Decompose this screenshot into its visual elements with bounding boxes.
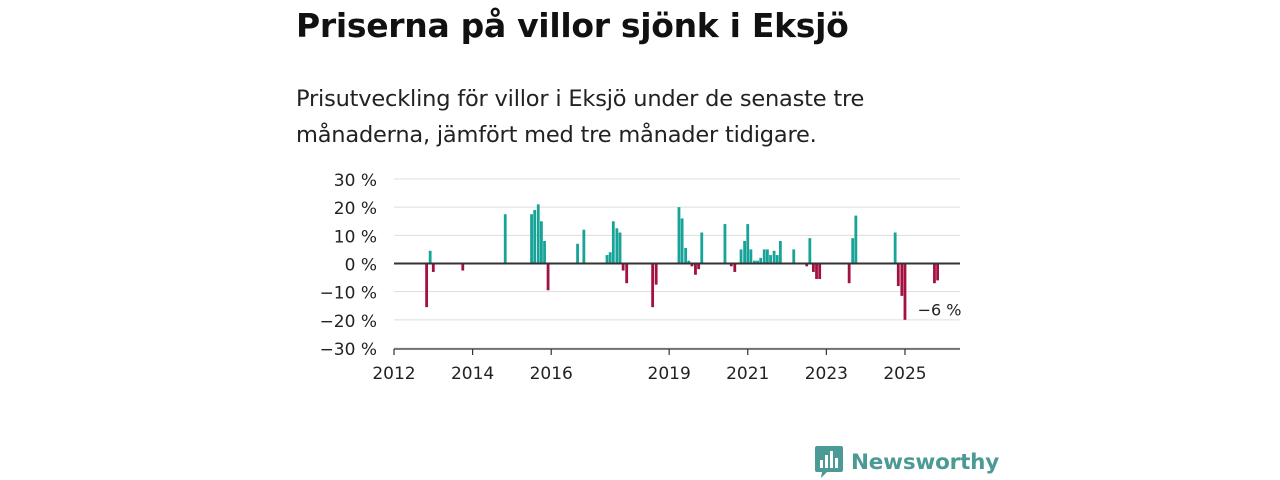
bar (543, 240, 546, 264)
bar (743, 240, 747, 264)
bar (690, 263, 694, 267)
bar (576, 243, 579, 264)
x-tick-label: 2023 (805, 364, 848, 384)
y-tick-label: 10 % (334, 227, 377, 247)
newsworthy-logo: Newsworthy (815, 446, 999, 478)
bar (582, 229, 586, 264)
bar (605, 255, 609, 264)
bar (896, 263, 900, 287)
bar (540, 221, 543, 264)
x-tick-label: 2025 (883, 364, 926, 384)
grid-lines (394, 178, 960, 349)
chart-subtitle: Prisutveckling för villor i Eksjö under … (296, 86, 865, 148)
x-tick-label: 2014 (451, 364, 494, 384)
x-tick-label: 2016 (530, 364, 573, 384)
bar (811, 263, 815, 272)
bar (854, 215, 858, 264)
bar (608, 252, 612, 264)
x-tick-label: 2012 (372, 364, 415, 384)
annotations: −6 % (918, 300, 962, 319)
bar (893, 232, 897, 264)
newsworthy-logo-icon (815, 446, 843, 478)
bar (729, 263, 733, 267)
bar (428, 250, 432, 264)
last-value-label: −6 % (918, 300, 962, 319)
bar-series (425, 204, 939, 320)
chart-title: Priserna på villor sjönk i Eksjö (296, 6, 849, 45)
bar (431, 263, 435, 272)
bar (805, 263, 809, 267)
bar (847, 263, 851, 284)
bar (766, 249, 769, 264)
bar (903, 263, 907, 320)
bar (723, 224, 727, 264)
bar (769, 255, 772, 264)
y-tick-label: 0 % (345, 256, 377, 276)
bar (808, 238, 812, 264)
y-tick-label: −20 % (320, 312, 377, 332)
brand-name: Newsworthy (851, 449, 1000, 475)
y-tick-label: −10 % (320, 284, 377, 304)
bar (778, 240, 782, 264)
y-tick-label: −30 % (320, 340, 377, 360)
bar (775, 255, 779, 264)
x-axis-tick-labels: 2012 2014 2016 2019 2021 2023 2025 (372, 364, 926, 384)
bar-chart: 30 %20 %10 %0 %−10 %−20 %−30 % 2012 2014 2… (320, 171, 962, 384)
bar (700, 232, 704, 264)
bar (756, 260, 759, 264)
bar (753, 260, 756, 264)
bar (733, 263, 737, 272)
bar (684, 248, 688, 264)
bar (749, 249, 753, 264)
bar (654, 263, 658, 285)
bar (739, 249, 743, 264)
bar (618, 232, 622, 264)
axes (393, 262, 960, 355)
bar (680, 218, 684, 264)
bar (697, 263, 701, 270)
bar (815, 263, 818, 279)
x-tick-label: 2019 (648, 364, 691, 384)
bar (533, 209, 537, 264)
bar (818, 263, 822, 279)
bar (772, 250, 776, 264)
bar (503, 214, 507, 264)
bar (530, 214, 533, 264)
bar (792, 249, 796, 264)
bar (694, 263, 697, 275)
x-tick-label: 2021 (726, 364, 769, 384)
bar (625, 263, 629, 284)
bar (621, 263, 625, 271)
bar (933, 263, 936, 284)
bar (615, 228, 619, 264)
bar (687, 260, 691, 264)
bar (677, 207, 681, 264)
bar (425, 263, 429, 308)
bar (762, 249, 766, 264)
bar (900, 263, 904, 296)
bar (461, 263, 465, 271)
bar (611, 221, 615, 264)
bar (546, 263, 550, 291)
bar (759, 257, 763, 264)
bar (536, 204, 540, 264)
bar (651, 263, 655, 308)
bar (936, 263, 939, 281)
y-axis-tick-labels: 30 % 20 % 10 % 0 % −10 % −20 % −30 % (320, 171, 377, 360)
bar (851, 238, 855, 264)
bar (746, 224, 750, 264)
y-tick-label: 30 % (334, 171, 377, 191)
y-tick-label: 20 % (334, 199, 377, 219)
